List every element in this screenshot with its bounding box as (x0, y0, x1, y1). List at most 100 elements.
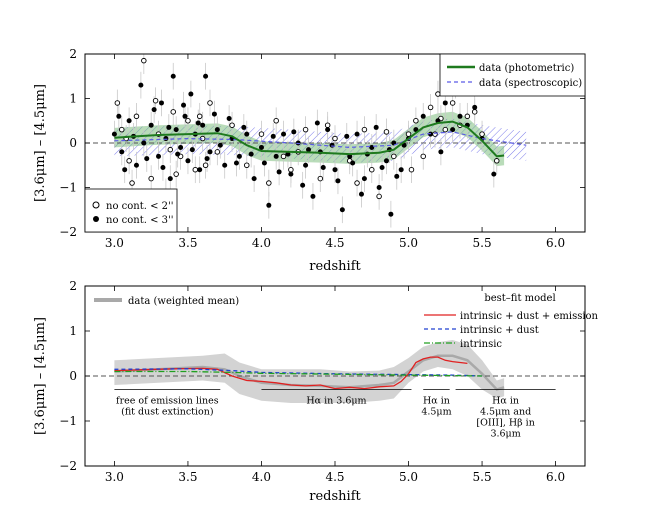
point-open (173, 171, 179, 177)
point-filled (207, 149, 213, 155)
point-filled (226, 116, 232, 122)
point-filled (181, 102, 187, 108)
legend-model-intrinsic-label: intrinsic (460, 339, 502, 350)
point-filled (276, 169, 282, 175)
point-filled (394, 173, 400, 179)
legend-weighted-mean-label: data (weighted mean) (128, 296, 239, 307)
point-filled (281, 131, 287, 137)
point-filled (320, 164, 326, 170)
legend-open-marker (92, 201, 100, 209)
top-legend-points-box (84, 188, 178, 233)
point-filled (148, 122, 154, 128)
bottom-ytick-label: −1 (59, 414, 77, 428)
point-open (280, 153, 287, 160)
point-filled (251, 176, 257, 182)
point-filled (314, 120, 320, 126)
region-label: free of emission lines (fit dust extincti… (116, 396, 219, 418)
point-filled (214, 127, 220, 133)
legend-model-title: best–fit model (484, 293, 555, 304)
point-filled (420, 113, 426, 119)
point-filled (442, 100, 448, 106)
region-label-line: (fit dust extinction) (121, 407, 213, 418)
point-filled (185, 158, 191, 164)
point-filled (119, 149, 125, 155)
point-filled (189, 147, 195, 153)
point-filled (325, 127, 331, 133)
top-plot-area (85, 54, 585, 228)
top-legend-points: no cont. < 2'' no cont. < 3'' (84, 188, 178, 233)
point-filled (122, 167, 128, 173)
top-xtick-label: 3.5 (178, 236, 197, 250)
top-xtick-label: 6.0 (546, 236, 565, 250)
top-ytick-label: 0 (69, 136, 77, 150)
point-open (317, 175, 324, 182)
region-label-line: 4.5μm (421, 407, 451, 418)
point-filled (200, 122, 206, 128)
point-filled (248, 151, 254, 157)
point-filled (361, 176, 367, 182)
point-filled (188, 91, 194, 97)
point-open (266, 180, 272, 186)
top-xtick-label: 5.5 (473, 236, 492, 250)
top-legend-lines-box (439, 53, 586, 97)
top-ytick-label: −2 (59, 225, 77, 239)
point-open (324, 122, 331, 128)
region-label-line: Hα in (423, 396, 450, 407)
point-filled (197, 167, 203, 173)
point-filled (261, 160, 267, 166)
region-label: Hα in 3.6μm (306, 396, 366, 407)
bottom-xtick-label: 3.5 (178, 470, 197, 484)
bottom-legend-band: data (weighted mean) (94, 296, 239, 307)
point-filled (244, 131, 250, 137)
point-open (432, 131, 438, 137)
point-open (202, 162, 209, 168)
point-open (196, 113, 203, 120)
point-filled (170, 73, 176, 79)
bottom-xlabel: redshift (309, 489, 361, 504)
point-filled (288, 171, 294, 177)
point-open (229, 122, 235, 128)
legend-model-dust-label: intrinsic + dust (460, 325, 539, 336)
top-xtick-label: 3.0 (105, 236, 124, 250)
point-filled (141, 140, 147, 146)
bottom-region-annotations: free of emission lines (fit dust extincti… (114, 389, 556, 440)
point-filled (472, 104, 478, 110)
top-ticks: 3.0 3.5 4.0 4.5 5.0 5.5 6.0 −2 −1 0 1 2 (59, 47, 585, 250)
point-filled (457, 113, 463, 119)
point-filled (388, 211, 394, 217)
top-ytick-label: 2 (69, 47, 77, 61)
bottom-plot-area (85, 340, 585, 403)
point-open (369, 166, 375, 173)
point-open (141, 57, 147, 64)
point-filled (358, 191, 364, 197)
legend-filled-marker (93, 216, 99, 222)
point-filled (354, 131, 360, 137)
top-xlabel: redshift (309, 259, 361, 274)
point-open (214, 149, 221, 155)
point-filled (241, 124, 247, 130)
point-open (170, 109, 176, 115)
point-filled (329, 142, 335, 148)
point-filled (383, 158, 389, 164)
top-legend-lines: data (photometric) data (spectroscopic) (439, 53, 586, 97)
point-filled (138, 82, 144, 88)
point-filled (310, 193, 316, 199)
point-filled (376, 185, 382, 190)
bottom-ytick-label: 2 (69, 279, 77, 293)
point-open (129, 180, 135, 186)
point-filled (344, 133, 350, 139)
point-open (376, 193, 382, 200)
point-open (479, 131, 485, 137)
bottom-ytick-label: 1 (69, 324, 77, 338)
point-open (405, 131, 412, 137)
photometric-line (114, 120, 505, 158)
point-open (167, 146, 174, 153)
point-filled (203, 73, 209, 79)
point-open (435, 91, 441, 97)
point-filled (144, 156, 150, 162)
point-open (185, 117, 191, 124)
point-open (207, 100, 213, 106)
legend-open-label: no cont. < 2'' (106, 201, 174, 212)
legend-spectroscopic-label: data (spectroscopic) (479, 78, 582, 89)
point-filled (339, 207, 345, 213)
